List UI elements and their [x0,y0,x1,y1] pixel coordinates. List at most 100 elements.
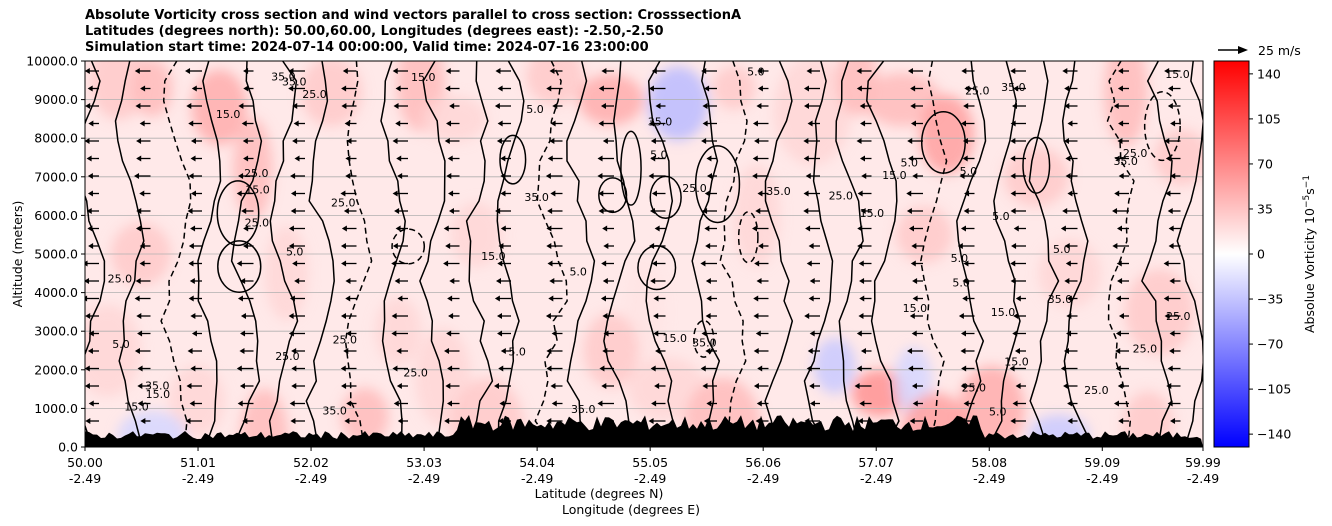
wind-vector-head [1066,313,1072,319]
wind-vector-head [291,348,297,354]
wind-vector-head [597,400,603,407]
wind-vector-head [757,190,763,197]
wind-vector-head [288,68,294,74]
wind-vector-head [494,103,500,109]
wind-vector-head [239,383,245,389]
wind-vector-head [494,383,500,389]
x-tick-label-latitude: 51.01 [180,455,216,470]
wind-vector-head [1010,68,1016,74]
wind-vector-head [1010,418,1016,424]
wind-vector-head [960,225,966,232]
contour-label: 15.0 [216,108,241,121]
wind-vector-head [396,155,402,162]
wind-vector-head [242,418,248,424]
wind-vector-head [859,278,865,284]
wind-vector-head [1169,330,1175,337]
contour-loop [499,134,527,185]
wind-vector-head [1167,400,1173,407]
wind-vector-head [648,418,654,424]
wind-vector-head [1063,348,1069,354]
wind-vector-head [1066,295,1072,302]
wind-vector-head [1012,400,1018,407]
wind-vector-head [85,138,90,144]
title-line-2: Latitudes (degrees north): 50.00,60.00, … [85,24,664,39]
wind-vector-head [500,348,506,354]
wind-vector-head [803,190,809,197]
wind-vector-head [702,103,708,109]
contour-loop [737,211,759,264]
wind-vector-head [754,138,760,144]
contour-line [1061,61,1091,442]
wind-vector-head [87,190,93,197]
y-tick-label: 10000.0 [26,54,78,69]
wind-vector-head [598,120,604,127]
wind-vector-head [547,208,553,214]
wind-vector-head [909,313,915,319]
y-tick-label: 5000.0 [34,247,78,262]
wind-vector-head [757,85,763,92]
contour-line [419,61,446,442]
wind-vector-head [1062,208,1068,214]
wind-vector-head [1118,173,1124,179]
wind-vector-head [346,138,352,144]
vorticity-cell [526,61,584,105]
wind-vector-head [500,155,506,162]
wind-vector-head [753,295,759,302]
wind-vector-head [1118,120,1124,127]
wind-vector-head [237,400,243,407]
wind-vector-head [602,138,608,144]
wind-vector-head [807,348,813,354]
wind-vector-head [140,418,146,424]
wind-vector-head [85,68,90,74]
wind-vector-head [498,243,504,249]
wind-vector-head [243,243,249,249]
wind-vector-head [1112,243,1118,249]
contour-label: 35.0 [692,336,717,349]
wind-vector-head [190,155,196,162]
contour-label: 35.0 [1113,155,1138,168]
wind-vector-head [1166,383,1172,389]
wind-vector-head [443,260,449,267]
terrain [85,415,1203,447]
wind-vector-head [908,225,914,232]
wind-vector-head [1167,208,1173,214]
contour-label: 5.0 [747,65,765,78]
wind-vector-head [392,243,398,249]
wind-vector-head [1012,330,1018,337]
contour-line [85,61,106,442]
wind-vector-head [600,295,606,302]
wind-vector-head [1066,330,1072,337]
wind-vector-head [1060,225,1066,232]
wind-vector-head [185,68,191,74]
wind-vector-head [705,348,711,354]
wind-vector-head [1163,260,1169,267]
wind-vector-head [758,243,764,249]
contour-label: 15.0 [882,169,907,182]
wind-vector-head [752,173,758,179]
wind-vector-head [1114,190,1120,197]
contour-label: 15.0 [481,250,506,263]
wind-vector-head [446,120,452,127]
contour-label: 25.0 [403,367,428,380]
wind-vector-head [959,173,965,179]
wind-vector-head [706,295,712,302]
vorticity-cell [340,387,389,445]
vorticity-cell [85,304,141,397]
wind-vector-head [704,85,710,92]
wind-vector-head [1010,190,1016,197]
wind-vector-head [344,418,350,424]
wind-vector-head [392,138,398,144]
terrain-silhouette [85,415,1203,447]
x-tick-label-longitude: -2.49 [634,471,666,486]
wind-vector-head [547,260,553,267]
wind-vector-head [1117,278,1123,284]
wind-vector-head [752,225,758,232]
colorbar-tick-label: 140 [1257,66,1281,81]
wind-vector-head [964,85,970,92]
wind-vector-head [140,85,146,92]
wind-vector-head [546,348,552,354]
contour-label: 5.0 [526,103,544,116]
wind-vector-head [1065,155,1071,162]
wind-vector-head [341,260,347,267]
wind-vector-head [1064,243,1070,249]
